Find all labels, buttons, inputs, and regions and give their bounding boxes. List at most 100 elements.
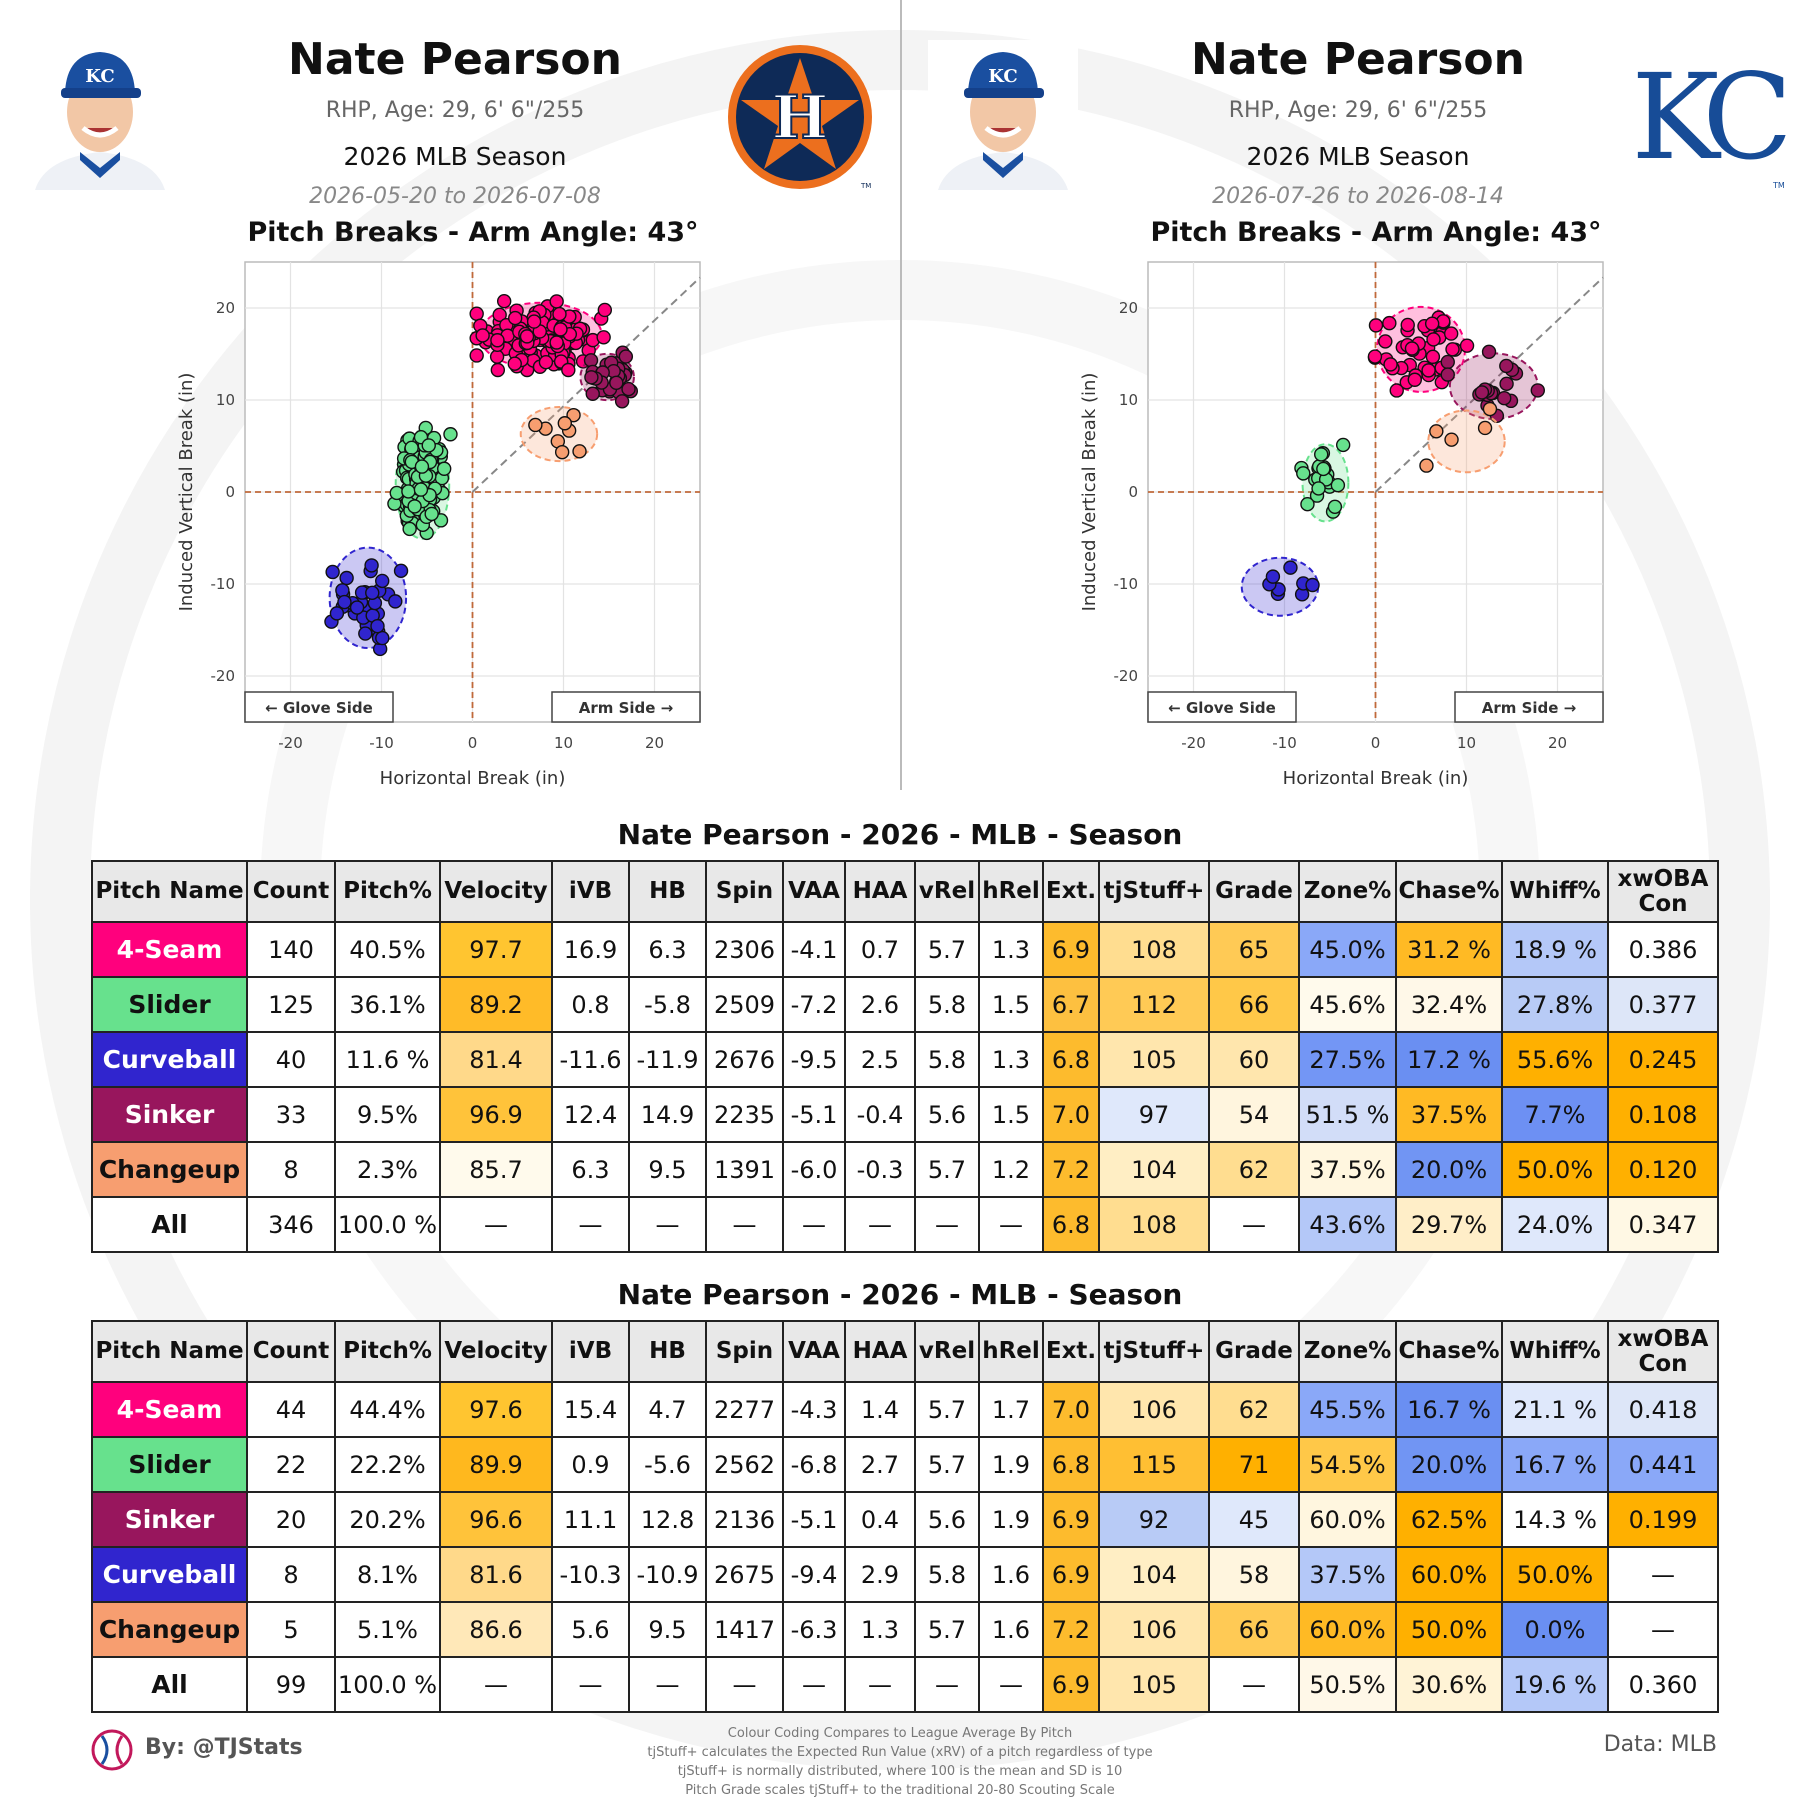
stat-cell: 1391 [705, 1141, 784, 1198]
stat-cell: 0.245 [1607, 1031, 1719, 1088]
date-range: 2026-07-26 to 2026-08-14 [1212, 184, 1504, 209]
pitch-point [358, 626, 373, 641]
pitch-point [1421, 363, 1436, 378]
pitch-point [1378, 334, 1393, 349]
column-header: Velocity [439, 860, 553, 923]
table-row: Changeup 5 5.1% 86.6 5.6 9.5 1417 -6.3 1.3 5.7 1.6… [91, 1601, 1719, 1658]
stat-cell: -4.3 [782, 1381, 846, 1438]
pitch-point [1404, 341, 1420, 356]
column-header: xwOBA Con [1607, 860, 1719, 923]
stat-cell: 71 [1208, 1436, 1300, 1493]
stat-cell: 12.4 [551, 1086, 630, 1143]
stat-cell: 54 [1208, 1086, 1300, 1143]
stat-cell: 99 [246, 1656, 336, 1713]
pitch-point [469, 348, 484, 363]
stat-cell: 105 [1098, 1656, 1210, 1713]
stat-cell: 5.6 [914, 1491, 980, 1548]
stat-cell: 37.5% [1298, 1546, 1397, 1603]
table-row: All 346 100.0 % — — — — — — — —6.8 108—43.6% 29.7% 24… [91, 1196, 1719, 1253]
stat-cell: 7.7% [1501, 1086, 1609, 1143]
column-header: Pitch Name [91, 860, 248, 923]
stat-cell: — [844, 1656, 916, 1713]
stat-cell: — [705, 1196, 784, 1253]
pitch-point [1459, 338, 1475, 353]
stat-cell: 5.7 [914, 1601, 980, 1658]
stat-cell: 6.9 [1042, 921, 1100, 978]
pitch-point [375, 630, 390, 646]
stat-cell: — [782, 1196, 846, 1253]
pitch-break-chart: -20 -10 0 10 20 -20 -10 0 10 20 ← Glove Side Arm Si… [1079, 261, 1604, 789]
royals-kc-text: KC [1633, 48, 1786, 186]
pitch-point [1300, 496, 1315, 512]
pitch-point [1296, 466, 1311, 481]
pitch-point [1419, 458, 1434, 473]
column-header: Zone% [1298, 860, 1397, 923]
stat-cell: -6.8 [782, 1436, 846, 1493]
pitch-name-cell: All [91, 1656, 248, 1713]
stat-cell: 40.5% [334, 921, 441, 978]
pitch-point [388, 594, 403, 609]
stat-cell: — [844, 1196, 916, 1253]
stat-cell: 0.199 [1607, 1491, 1719, 1548]
pitch-point [597, 302, 613, 318]
stat-cell: 346 [246, 1196, 336, 1253]
stat-cell: 44 [246, 1381, 336, 1438]
pitch-point [490, 362, 506, 378]
stat-cell: 2676 [705, 1031, 784, 1088]
pitch-point [549, 294, 564, 309]
stat-cell: 7.2 [1042, 1601, 1100, 1658]
column-header: hRel [978, 1320, 1044, 1383]
pitch-name-cell: All [91, 1196, 248, 1253]
pitch-point [1382, 315, 1397, 331]
column-header: Grade [1208, 1320, 1300, 1383]
pitch-point [1481, 344, 1497, 359]
stat-cell: 62 [1208, 1381, 1300, 1438]
stat-cell: 0.418 [1607, 1381, 1719, 1438]
stat-cell: 105 [1098, 1031, 1210, 1088]
x-tick-label: 0 [468, 734, 478, 752]
pitch-point [566, 407, 581, 423]
stat-cell: 1.9 [978, 1491, 1044, 1548]
stat-cell: 108 [1098, 1196, 1210, 1253]
stat-cell: 45 [1208, 1491, 1300, 1548]
stat-cell: 20 [246, 1491, 336, 1548]
stat-cell: 20.0% [1395, 1436, 1503, 1493]
stat-cell: 1.6 [978, 1546, 1044, 1603]
stat-cell: 1.2 [978, 1141, 1044, 1198]
stat-cell: 0.347 [1607, 1196, 1719, 1253]
stat-cell: 108 [1098, 921, 1210, 978]
pitch-point [1444, 432, 1459, 447]
stat-cell: 18.9 % [1501, 921, 1609, 978]
stat-cell: 6.3 [551, 1141, 630, 1198]
pitch-point [1499, 358, 1514, 374]
stat-cell: 14.3 % [1501, 1491, 1609, 1548]
column-header: VAA [782, 860, 846, 923]
y-tick-label: -10 [1114, 575, 1139, 593]
data-source: Data: MLB [1603, 1732, 1717, 1757]
stat-cell: 2235 [705, 1086, 784, 1143]
royals-logo-icon: KC TM [1633, 48, 1793, 190]
stat-cell: 43.6% [1298, 1196, 1397, 1253]
stat-cell: 1.3 [978, 921, 1044, 978]
pitch-point [1305, 577, 1320, 593]
column-header: Pitch Name [91, 1320, 248, 1383]
stat-cell: 104 [1098, 1141, 1210, 1198]
stat-cell: 97.7 [439, 921, 553, 978]
stat-cell: 96.9 [439, 1086, 553, 1143]
stat-cell: 1.5 [978, 1086, 1044, 1143]
stat-cell: — [439, 1196, 553, 1253]
column-header: HAA [844, 860, 916, 923]
pitch-point [557, 416, 573, 431]
stat-cell: 55.6% [1501, 1031, 1609, 1088]
panel-right: KC Nate Pearson RHP, Age: 29, 6' 6"/255 … [903, 0, 1800, 800]
pitch-point [1499, 376, 1514, 392]
pitch-point [1327, 499, 1343, 515]
y-tick-label: 10 [216, 391, 235, 409]
footer-note: tjStuff+ calculates the Expected Run Val… [647, 1745, 1153, 1760]
stat-cell: -0.4 [844, 1086, 916, 1143]
pitch-point [553, 322, 568, 337]
stat-cell: -11.9 [628, 1031, 707, 1088]
stat-cell: 2509 [705, 976, 784, 1033]
stat-cell: 2.3% [334, 1141, 441, 1198]
pitch-point [554, 444, 570, 460]
